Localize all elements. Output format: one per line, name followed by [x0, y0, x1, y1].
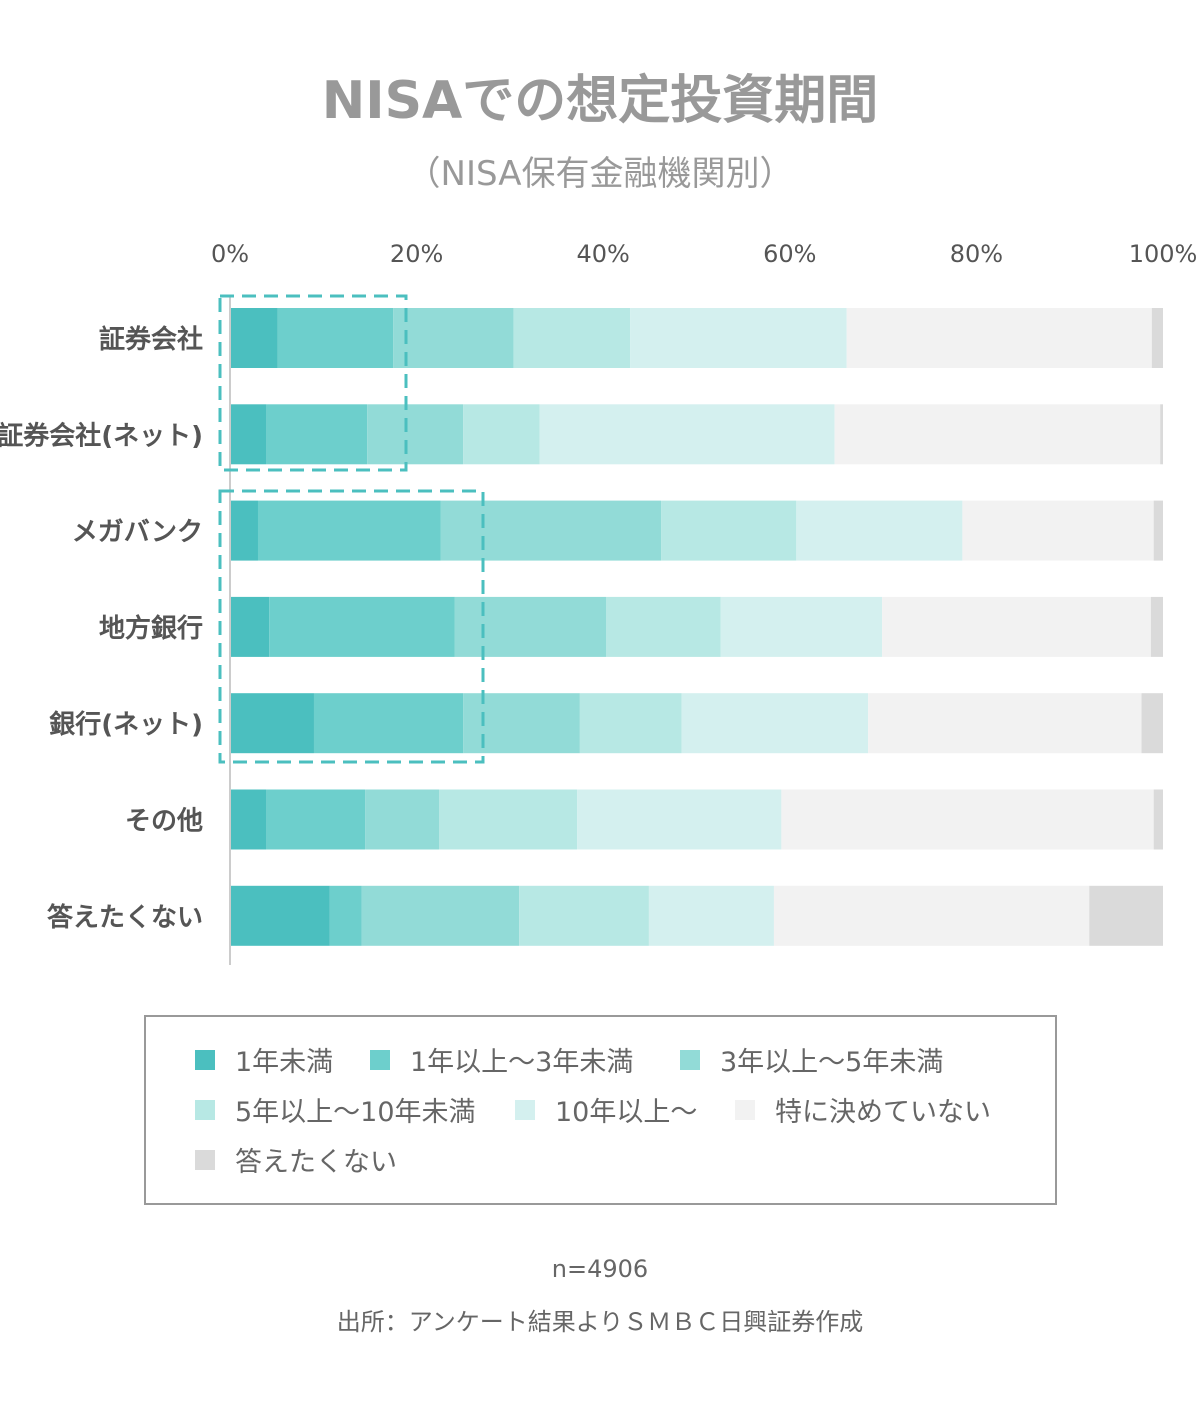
bar-segment	[648, 885, 774, 946]
bar-segment	[361, 885, 520, 946]
category-label: 証券会社(ネット)	[0, 420, 203, 451]
legend-label: 1年未満	[235, 1047, 333, 1078]
x-tick-label: 100%	[1129, 240, 1198, 268]
bar-segment	[1151, 308, 1163, 368]
legend-swatch	[680, 1050, 700, 1070]
legend-swatch	[370, 1050, 390, 1070]
category-label: メガバンク	[72, 518, 203, 548]
bar-segment	[605, 596, 721, 657]
bar-segment	[438, 789, 578, 850]
bar-segment	[230, 789, 267, 850]
bar-segment	[230, 500, 258, 561]
category-label: 銀行(ネット)	[49, 709, 203, 740]
legend-swatch	[195, 1050, 215, 1070]
bar-segment	[681, 693, 869, 754]
legend-swatch	[195, 1150, 215, 1170]
bar-segment	[846, 308, 1152, 368]
category-label: 答えたくない	[47, 902, 203, 933]
bar-segment	[962, 500, 1154, 561]
bar-segment	[1150, 596, 1163, 657]
bar-segment	[720, 596, 883, 657]
bar-segment	[329, 885, 362, 946]
bar-segment	[579, 693, 682, 754]
bar-segment	[463, 693, 580, 754]
legend-label: 3年以上〜5年未満	[720, 1047, 943, 1078]
legend-swatch	[195, 1100, 215, 1120]
bar-segment	[277, 308, 394, 368]
x-tick-label: 20%	[390, 240, 443, 268]
bar-segment	[1141, 693, 1163, 754]
category-label: その他	[125, 807, 203, 837]
highlight-box-securities	[218, 294, 408, 472]
bar-segment	[313, 693, 464, 754]
bar-segment	[257, 500, 441, 561]
bar-segment	[1089, 885, 1163, 946]
bar-segment	[781, 789, 1154, 850]
category-label: 地方銀行	[99, 613, 203, 644]
bar-segment	[266, 789, 366, 850]
x-tick-label: 80%	[950, 240, 1003, 268]
x-tick-label: 0%	[211, 240, 249, 268]
source-note: 出所：アンケート結果よりＳＭＢＣ日興証券作成	[337, 1308, 864, 1336]
legend-label: 特に決めていない	[775, 1097, 991, 1128]
x-tick-label: 40%	[577, 240, 630, 268]
bar-segment	[773, 885, 1090, 946]
bar-segment	[230, 596, 270, 657]
chart-title: NISAでの想定投資期間	[322, 71, 879, 131]
bar-segment	[266, 404, 368, 465]
bar-segment	[230, 404, 267, 465]
legend-label: 10年以上〜	[555, 1097, 697, 1128]
bar-segment	[630, 308, 847, 368]
x-tick-label: 60%	[763, 240, 816, 268]
bar-segment	[519, 885, 649, 946]
bar-segment	[230, 693, 314, 754]
bar-segment	[230, 885, 330, 946]
bar-segment	[393, 308, 514, 368]
highlight-box-banks	[218, 489, 485, 764]
bar-segment	[269, 596, 455, 657]
bar-segment	[834, 404, 1161, 465]
bar-segment	[661, 500, 797, 561]
bar-segment	[367, 404, 464, 465]
bar-segment	[1153, 789, 1163, 850]
legend-label: 答えたくない	[235, 1147, 397, 1178]
bar-segment	[463, 404, 540, 465]
legend-label: 1年以上〜3年未満	[410, 1047, 633, 1078]
bar-segment	[230, 308, 278, 368]
bar-segment	[454, 596, 606, 657]
category-label: 証券会社	[99, 324, 203, 355]
chart-subtitle: （NISA保有金融機関別）	[407, 154, 794, 194]
legend-label: 5年以上〜10年未満	[235, 1097, 476, 1128]
bar-segment	[513, 308, 631, 368]
bar-segment	[1153, 500, 1163, 561]
bar-segment	[365, 789, 439, 850]
legend-box	[144, 1015, 1057, 1205]
bar-segment	[882, 596, 1151, 657]
bar-segment	[1160, 404, 1163, 465]
sample-size-note: n=4906	[552, 1255, 648, 1283]
bar-segment	[539, 404, 835, 465]
bar-segment	[440, 500, 662, 561]
bar-segment	[577, 789, 782, 850]
bar-segment	[868, 693, 1142, 754]
legend-swatch	[515, 1100, 535, 1120]
bar-segment	[796, 500, 963, 561]
legend-swatch	[735, 1100, 755, 1120]
